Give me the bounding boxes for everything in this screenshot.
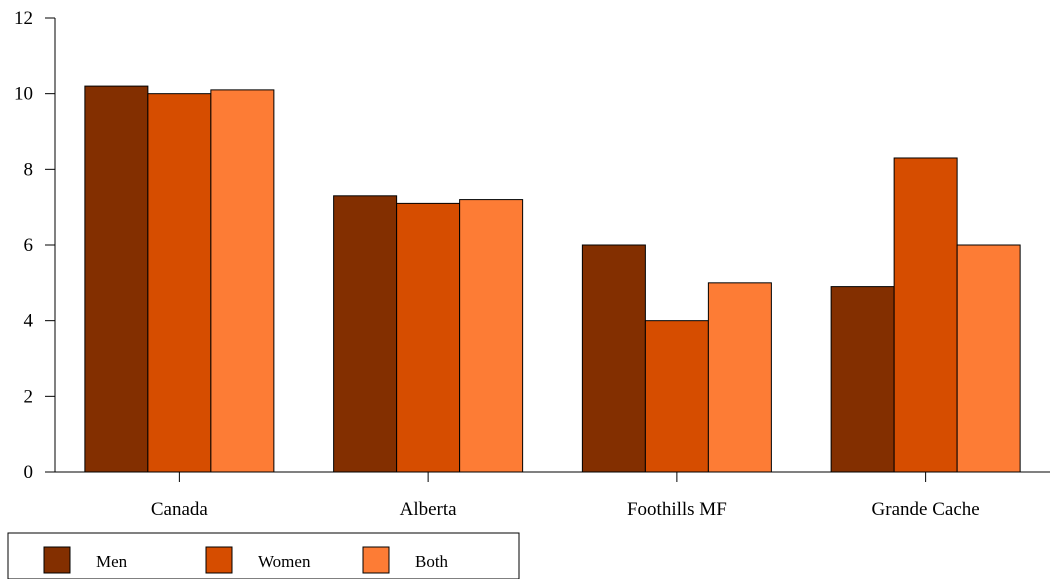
x-category-label: Canada <box>151 499 209 520</box>
bar-men-foothills-mf <box>581 244 646 473</box>
x-category-label: Foothills MF <box>627 499 727 520</box>
legend-label-women: Women <box>258 552 311 571</box>
y-tick-label: 2 <box>24 386 34 407</box>
legend-box <box>7 532 520 579</box>
bar-both-alberta <box>459 199 524 473</box>
y-tick-label: 12 <box>14 8 33 29</box>
legend-label-men: Men <box>96 552 128 571</box>
y-tick-label: 6 <box>24 235 34 256</box>
bar-women-foothills-mf <box>644 320 709 473</box>
bars <box>84 85 1021 473</box>
bar-women-alberta <box>396 202 461 473</box>
bar-men-canada <box>84 85 149 473</box>
legend-swatch-men <box>43 546 71 574</box>
y-tick-label: 0 <box>24 462 34 483</box>
bar-both-canada <box>210 89 275 473</box>
bar-both-grande-cache <box>956 244 1021 473</box>
legend-swatch-women <box>205 546 233 574</box>
y-tick-label: 4 <box>24 311 34 332</box>
x-category-label: Grande Cache <box>872 499 980 520</box>
y-tick-label: 10 <box>14 84 33 105</box>
bar-women-canada <box>147 93 212 473</box>
legend: Men Women Both <box>7 532 520 579</box>
bar-men-grande-cache <box>830 286 895 473</box>
bar-both-foothills-mf <box>707 282 772 473</box>
bar-women-grande-cache <box>893 157 958 473</box>
bar-men-alberta <box>333 195 398 473</box>
y-axis: 0 2 4 6 8 10 12 <box>14 8 56 483</box>
legend-label-both: Both <box>415 552 449 571</box>
x-category-label: Alberta <box>400 499 458 520</box>
y-tick-label: 8 <box>24 159 34 180</box>
legend-swatch-both <box>362 546 390 574</box>
x-axis: Canada Alberta Foothills MF Grande Cache <box>55 471 1050 520</box>
